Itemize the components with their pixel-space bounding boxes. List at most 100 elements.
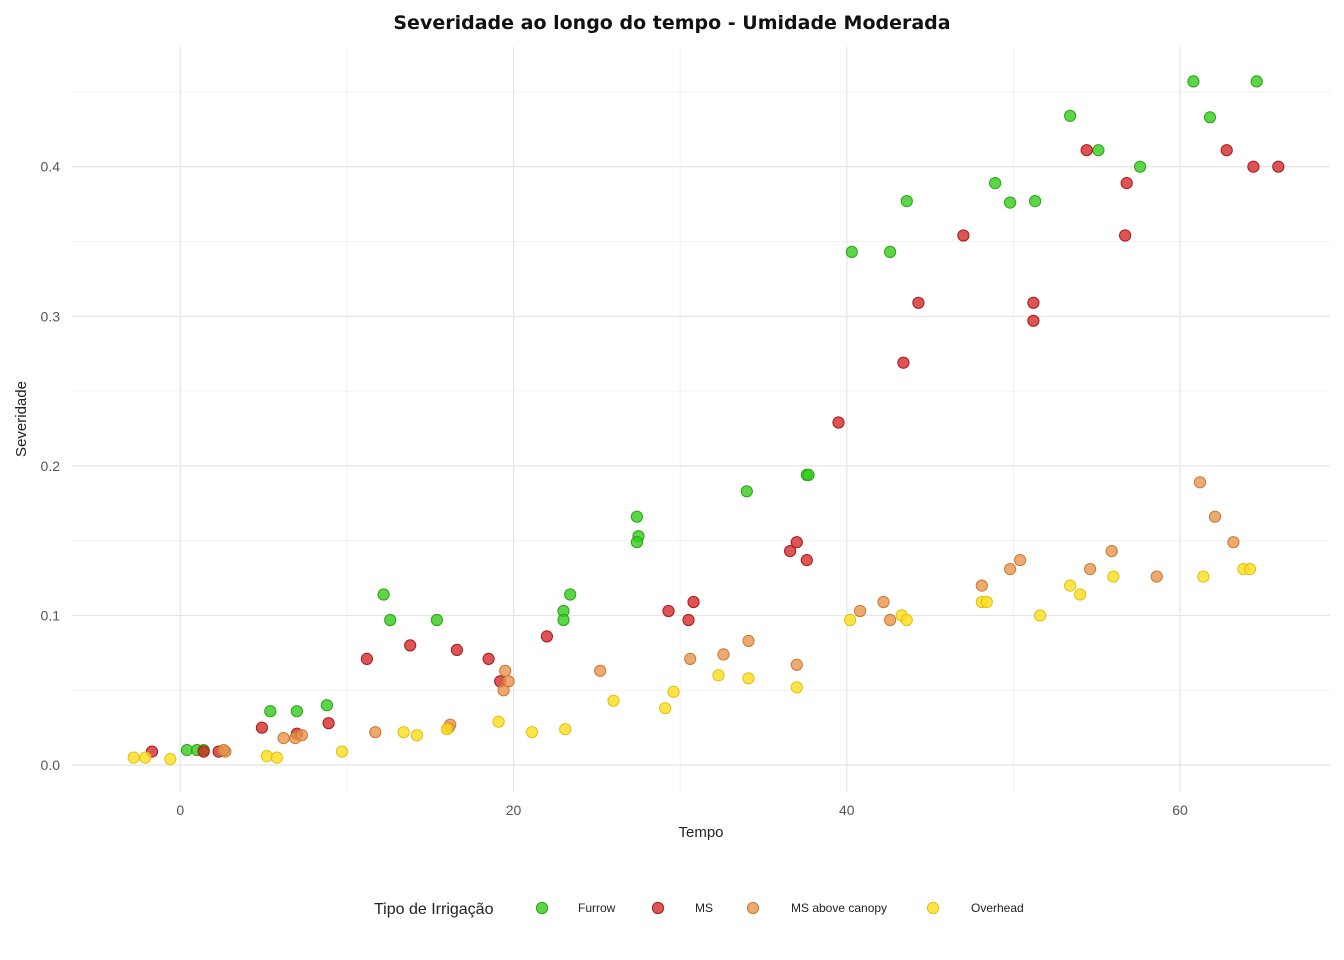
data-point [322, 717, 335, 730]
y-tick-label: 0.2 [41, 458, 61, 474]
data-point [784, 545, 797, 558]
data-point [1134, 160, 1147, 173]
chart-title: Severidade ao longo do tempo - Umidade M… [393, 12, 950, 34]
data-point [255, 721, 268, 734]
legend-key [746, 901, 760, 915]
data-point [1193, 476, 1207, 489]
data-point [844, 613, 857, 627]
data-point [384, 613, 397, 627]
data-point [440, 723, 453, 736]
data-point [800, 554, 813, 567]
data-point [790, 658, 803, 671]
y-tick-labels: 0.0 0.1 0.2 0.3 0.4 [41, 159, 61, 773]
data-point [1250, 75, 1263, 88]
data-point [482, 652, 495, 666]
data-point [1034, 609, 1047, 622]
data-point [854, 604, 867, 618]
data-point [164, 753, 177, 766]
data-point [290, 705, 303, 718]
data-point [975, 579, 988, 592]
data-point [1227, 536, 1240, 549]
grid-lines [72, 47, 1330, 792]
data-point [1107, 570, 1120, 583]
data-point [790, 536, 803, 549]
legend-key [651, 901, 665, 915]
data-point [1064, 579, 1077, 592]
data-point [260, 750, 273, 763]
data-point [1014, 554, 1027, 567]
data-point [1004, 196, 1017, 209]
data-point [1004, 563, 1017, 576]
data-point [127, 751, 140, 764]
data-point [1084, 563, 1097, 576]
data-point [1220, 144, 1233, 157]
data-point [295, 729, 308, 742]
data-point [900, 613, 913, 627]
y-tick-label: 0.3 [41, 308, 61, 324]
data-point [1208, 510, 1222, 523]
data-point [1150, 570, 1163, 583]
data-point [499, 664, 512, 677]
data-point [684, 652, 697, 666]
data-point [897, 356, 910, 369]
data-point [525, 726, 539, 739]
data-point [397, 726, 410, 739]
data-point [335, 745, 348, 758]
legend-label: Overhead [971, 901, 1024, 915]
data-point [430, 613, 443, 627]
series-overhead [127, 563, 1257, 766]
data-point [884, 613, 897, 627]
data-point [1120, 177, 1133, 190]
data-point [559, 723, 572, 736]
data-point [197, 745, 210, 758]
x-tick-label: 20 [506, 802, 522, 818]
series-ms [145, 144, 1285, 758]
y-tick-label: 0.4 [41, 159, 61, 175]
data-point [1029, 195, 1042, 208]
data-point [139, 751, 152, 764]
data-point [712, 669, 725, 682]
data-point [980, 595, 993, 609]
data-point [1272, 160, 1285, 173]
data-point [270, 751, 283, 764]
data-point [630, 510, 644, 523]
data-point [1064, 109, 1077, 122]
data-point [740, 485, 753, 498]
data-point [877, 595, 890, 609]
data-point [1197, 570, 1210, 583]
data-point [1187, 75, 1200, 88]
data-point [717, 648, 730, 661]
data-point [682, 613, 695, 627]
data-point [557, 613, 570, 627]
data-point [884, 245, 897, 258]
data-point [1243, 563, 1257, 576]
data-point [845, 245, 858, 258]
y-tick-label: 0.1 [41, 607, 61, 623]
data-point [659, 702, 672, 715]
data-point [989, 177, 1002, 190]
data-point [1027, 296, 1040, 309]
data-point [802, 468, 815, 481]
data-point [404, 639, 417, 652]
data-point [377, 588, 390, 601]
data-point [662, 604, 675, 618]
data-point [360, 652, 373, 666]
x-tick-labels: 0 20 40 60 [176, 802, 1188, 818]
data-point [790, 681, 803, 694]
data-point [900, 195, 913, 208]
data-point [832, 416, 845, 429]
legend-title: Tipo de Irrigação [374, 901, 494, 918]
data-point [687, 595, 700, 609]
data-point [492, 715, 505, 728]
legend-key [926, 901, 940, 915]
x-axis-title: Tempo [678, 824, 723, 841]
data-point [912, 296, 925, 309]
data-point [564, 588, 577, 601]
data-point [410, 729, 423, 742]
data-point [1203, 111, 1217, 124]
data-point [594, 664, 607, 677]
data-point [1027, 314, 1040, 327]
data-point [957, 229, 970, 242]
x-tick-label: 0 [176, 802, 184, 818]
